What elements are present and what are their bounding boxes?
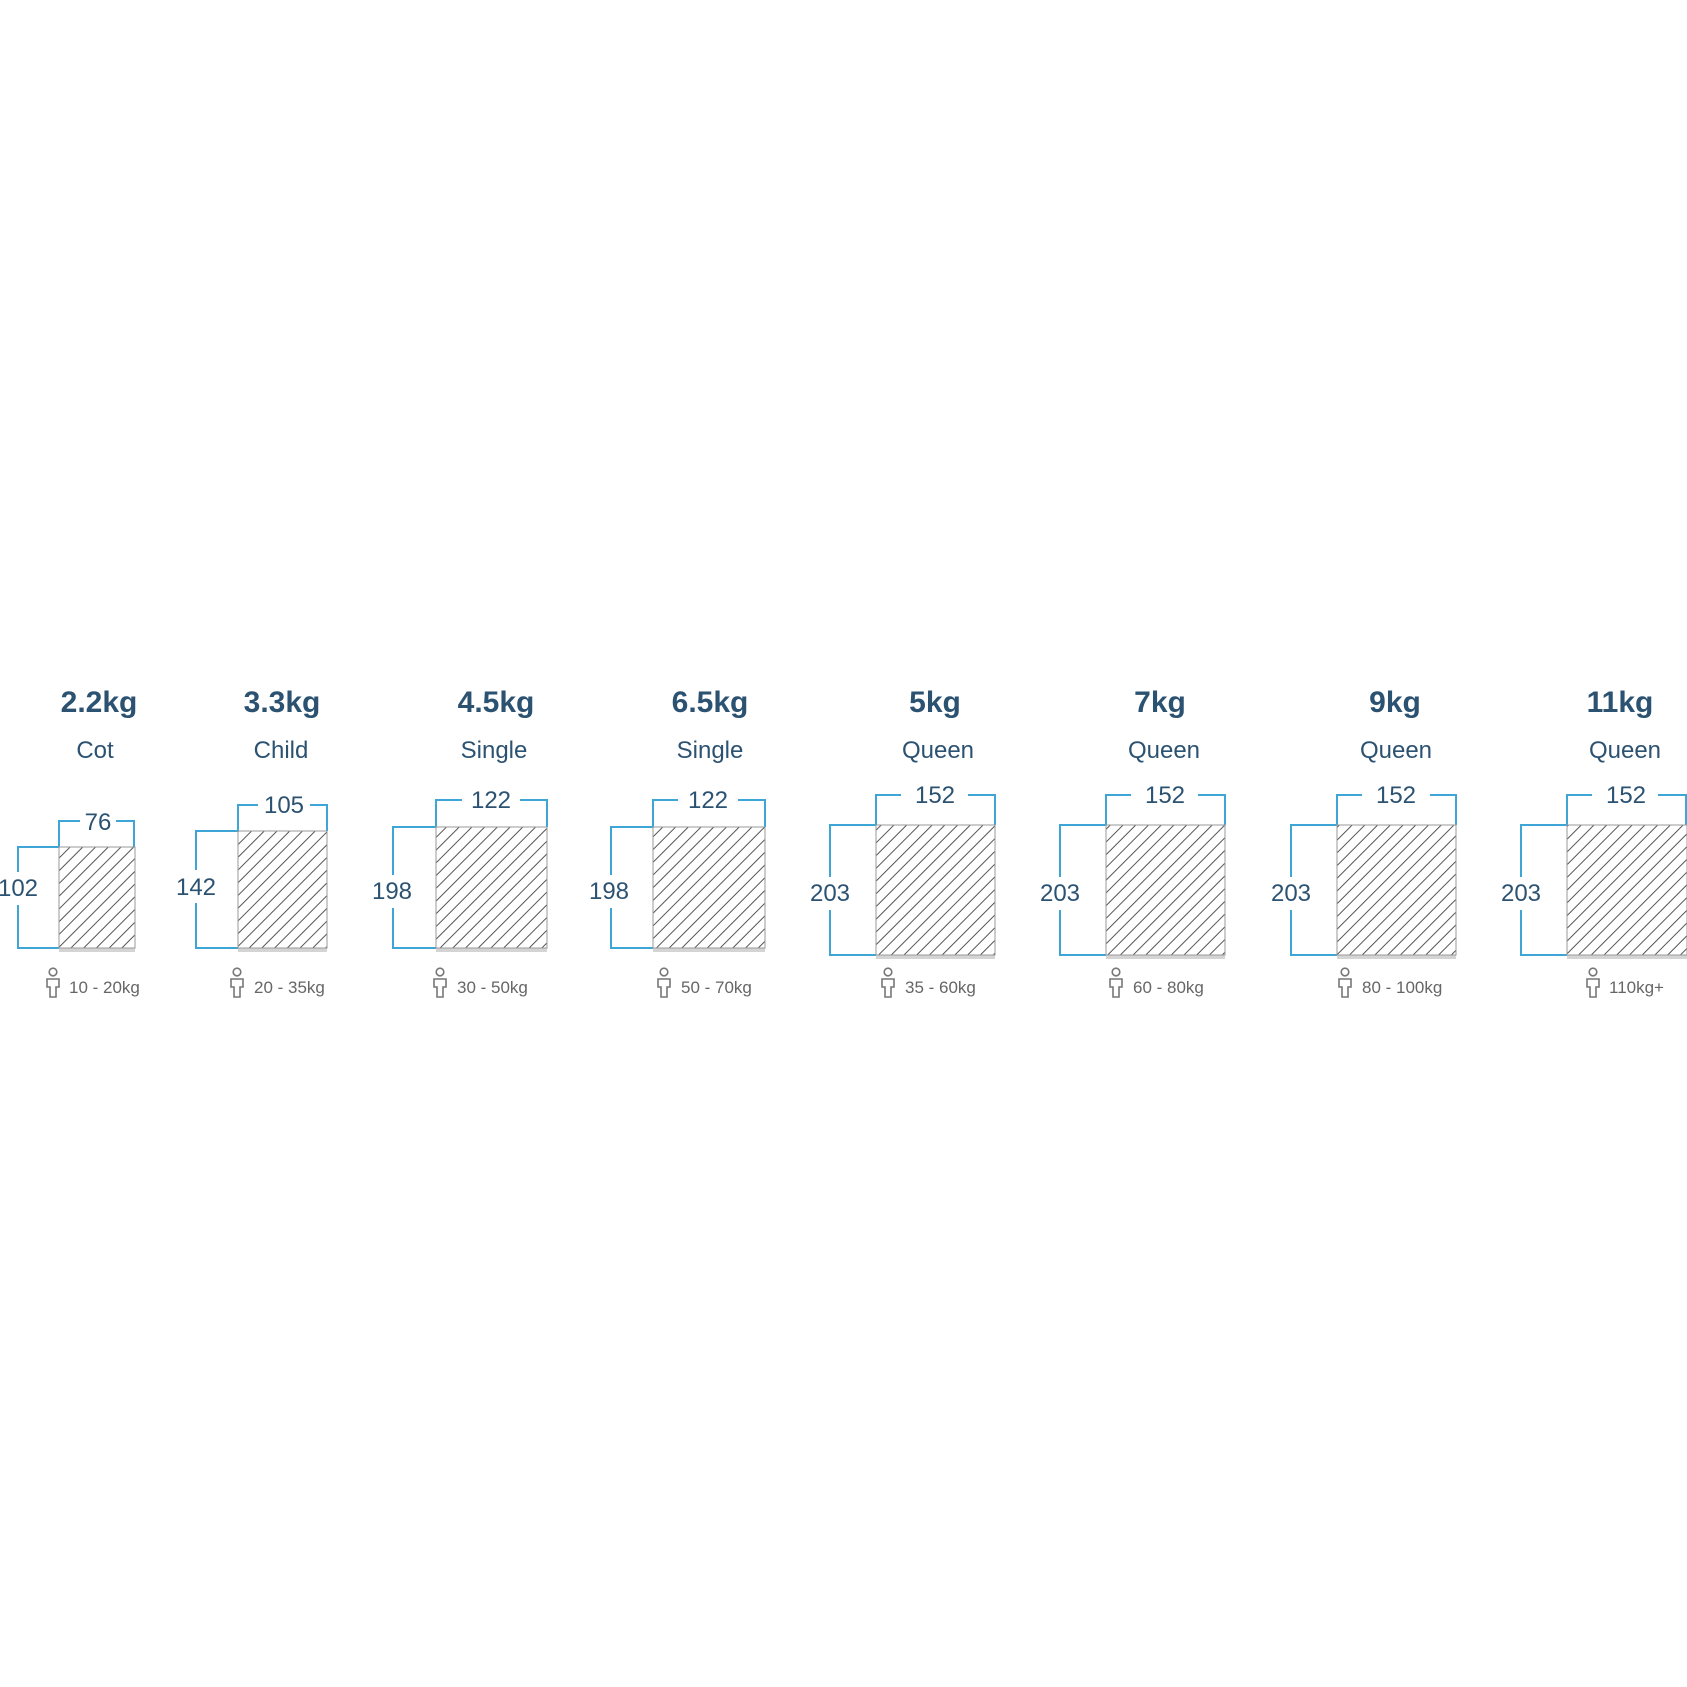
- mattress-hatched: [1336, 824, 1457, 956]
- mattress-shadow: [1337, 955, 1456, 959]
- mattress-shadow: [238, 948, 327, 952]
- person-icon: [1586, 967, 1600, 998]
- length-bracket: [195, 830, 238, 949]
- size-label: Single: [677, 737, 744, 764]
- weight-label: 5kg: [909, 686, 961, 719]
- person-icon: [657, 967, 671, 998]
- size-label: Queen: [902, 737, 974, 764]
- length-bracket: [610, 826, 653, 949]
- length-bracket: [829, 824, 876, 956]
- weight-range-label: 30 - 50kg: [457, 978, 528, 997]
- width-label: 122: [688, 787, 728, 814]
- weight-label: 7kg: [1134, 686, 1186, 719]
- length-label: 198: [589, 878, 629, 905]
- size-label: Single: [461, 737, 528, 764]
- weight-label: 2.2kg: [61, 686, 138, 719]
- width-label: 105: [264, 792, 304, 819]
- length-label: 203: [1040, 880, 1080, 907]
- weight-label: 9kg: [1369, 686, 1421, 719]
- bed-item-child: 3.3kg Child 105 142 20 - 35kg: [176, 686, 328, 998]
- mattress-hatched: [58, 846, 136, 949]
- bed-item-queen-b: 7kg Queen 152 203 60 - 80kg: [1040, 686, 1226, 998]
- width-bracket: [1105, 794, 1226, 825]
- weight-range-label: 50 - 70kg: [681, 978, 752, 997]
- width-bracket: [237, 804, 328, 831]
- mattress-hatched: [1566, 824, 1687, 956]
- person-icon: [1338, 967, 1352, 998]
- weight-range-label: 35 - 60kg: [905, 978, 976, 997]
- length-label: 203: [1501, 880, 1541, 907]
- length-bracket: [392, 826, 436, 949]
- width-bracket: [652, 799, 766, 827]
- weight-range-label: 20 - 35kg: [254, 978, 325, 997]
- length-label: 198: [372, 878, 412, 905]
- mattress-shadow: [436, 948, 547, 952]
- size-label: Queen: [1360, 737, 1432, 764]
- bed-item-single-a: 4.5kg Single 122 198 30 - 50kg: [372, 686, 548, 998]
- width-label: 152: [1606, 782, 1646, 809]
- width-bracket: [875, 794, 996, 825]
- size-label: Queen: [1128, 737, 1200, 764]
- width-bracket: [1336, 794, 1457, 825]
- width-bracket: [1566, 794, 1687, 825]
- size-label: Child: [254, 737, 309, 764]
- person-icon: [1109, 967, 1123, 998]
- mattress-shadow: [59, 948, 135, 952]
- width-label: 76: [85, 809, 112, 836]
- weight-label: 4.5kg: [458, 686, 535, 719]
- weight-range-label: 110kg+: [1609, 978, 1664, 997]
- mattress-shadow: [653, 948, 765, 952]
- length-bracket: [17, 846, 59, 949]
- bed-item-queen-a: 5kg Queen 152 203 35 - 60kg: [810, 686, 996, 998]
- mattress-shadow: [1106, 955, 1225, 959]
- length-label: 102: [0, 875, 38, 902]
- weight-range-label: 60 - 80kg: [1133, 978, 1204, 997]
- bed-item-single-b: 6.5kg Single 122 198 50 - 70kg: [589, 686, 766, 998]
- mattress-hatched: [1105, 824, 1226, 956]
- bed-item-queen-c: 9kg Queen 152 203 80 - 100kg: [1271, 686, 1457, 998]
- weight-label: 6.5kg: [672, 686, 749, 719]
- mattress-shadow: [1567, 955, 1687, 959]
- length-bracket: [1059, 824, 1106, 956]
- length-bracket: [1520, 824, 1567, 956]
- width-bracket: [58, 820, 135, 847]
- person-icon: [46, 967, 60, 998]
- length-label: 142: [176, 874, 216, 901]
- person-icon: [230, 967, 244, 998]
- mattress-hatched: [652, 826, 766, 949]
- mattress-hatched: [237, 830, 328, 949]
- person-icon: [433, 967, 447, 998]
- width-label: 152: [1376, 782, 1416, 809]
- mattress-hatched: [875, 824, 996, 956]
- length-bracket: [1290, 824, 1337, 956]
- width-bracket: [435, 799, 548, 827]
- weight-label: 3.3kg: [244, 686, 321, 719]
- weight-range-label: 80 - 100kg: [1362, 978, 1442, 997]
- weight-label: 11kg: [1587, 686, 1654, 719]
- bed-item-queen-d: 11kg Queen 152 203 110kg+: [1501, 686, 1687, 998]
- width-label: 122: [471, 787, 511, 814]
- person-icon: [881, 967, 895, 998]
- length-label: 203: [810, 880, 850, 907]
- width-label: 152: [1145, 782, 1185, 809]
- bed-item-cot: 2.2kg Cot 76 102 10 - 20kg: [0, 686, 140, 998]
- mattress-shadow: [876, 955, 995, 959]
- size-label: Queen: [1589, 737, 1661, 764]
- size-label: Cot: [76, 737, 114, 764]
- length-label: 203: [1271, 880, 1311, 907]
- width-label: 152: [915, 782, 955, 809]
- weight-range-label: 10 - 20kg: [69, 978, 140, 997]
- mattress-hatched: [435, 826, 548, 949]
